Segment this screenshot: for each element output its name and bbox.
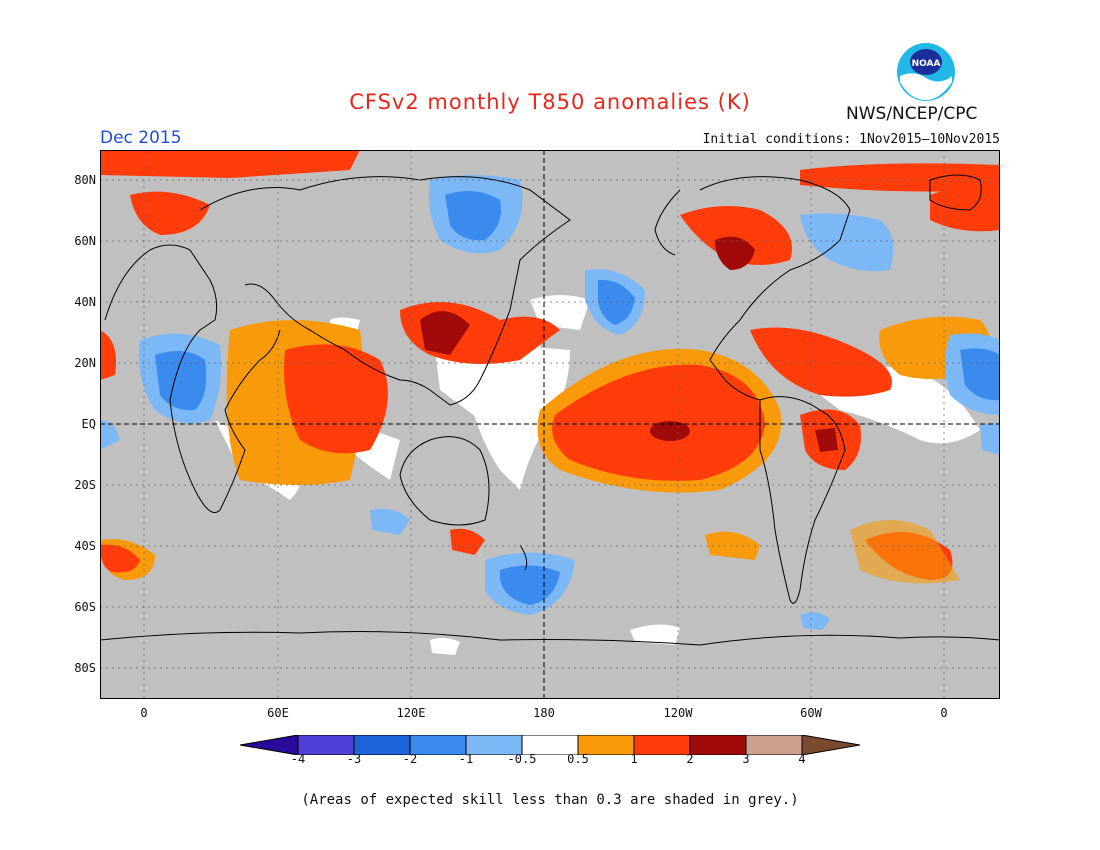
colorbar-tick-label: -2 (402, 752, 418, 766)
lon-label: 60E (267, 706, 289, 720)
color-legend (240, 735, 860, 755)
coastlines (100, 174, 1000, 646)
agency-label: NWS/NCEP/CPC (846, 104, 978, 124)
lon-label: 0 (940, 706, 948, 720)
lon-label: 0 (140, 706, 148, 720)
lat-label: 60S (74, 600, 96, 614)
colorbar-tick-label: -1 (458, 752, 474, 766)
cold-anomaly-regions (100, 175, 1000, 630)
lat-label: 20N (74, 356, 96, 370)
lat-label: 40S (74, 539, 96, 553)
lat-label: EQ (81, 417, 96, 431)
colorbar-tick-label: -4 (290, 752, 306, 766)
forecast-period: Dec 2015 (100, 128, 182, 148)
initial-conditions: Initial conditions: 1Nov2015–10Nov2015 (702, 132, 1000, 147)
graticule (100, 150, 1000, 699)
colorbar-tick-label: 1 (630, 752, 638, 766)
lon-label: 60W (800, 706, 822, 720)
anomaly-map (100, 150, 1000, 699)
colorbar-tick-label: 3 (742, 752, 750, 766)
colorbar-tick-label: 0.5 (567, 752, 589, 766)
colorbar-tick-label: 2 (686, 752, 694, 766)
lat-label: 60N (74, 234, 96, 248)
colorbar-tick-label: -0.5 (507, 752, 537, 766)
logo-text: NOAA (912, 59, 941, 69)
warm-anomaly-regions (100, 150, 1000, 584)
lat-label: 40N (74, 295, 96, 309)
noaa-logo-icon: NOAA (897, 43, 955, 101)
lat-label: 80N (74, 173, 96, 187)
lat-label: 20S (74, 478, 96, 492)
lat-label: 80S (74, 661, 96, 675)
lon-label: 120E (396, 706, 426, 720)
equator-dateline (100, 150, 1000, 699)
lon-label: 120W (663, 706, 693, 720)
colorbar-arrow-high (801, 735, 860, 755)
footnote: (Areas of expected skill less than 0.3 a… (301, 792, 799, 808)
colorbar-tick-label: -3 (346, 752, 362, 766)
chart-title: CFSv2 monthly T850 anomalies (K) (349, 90, 751, 114)
lon-label: 180 (533, 706, 555, 720)
colorbar-tick-label: 4 (798, 752, 806, 766)
